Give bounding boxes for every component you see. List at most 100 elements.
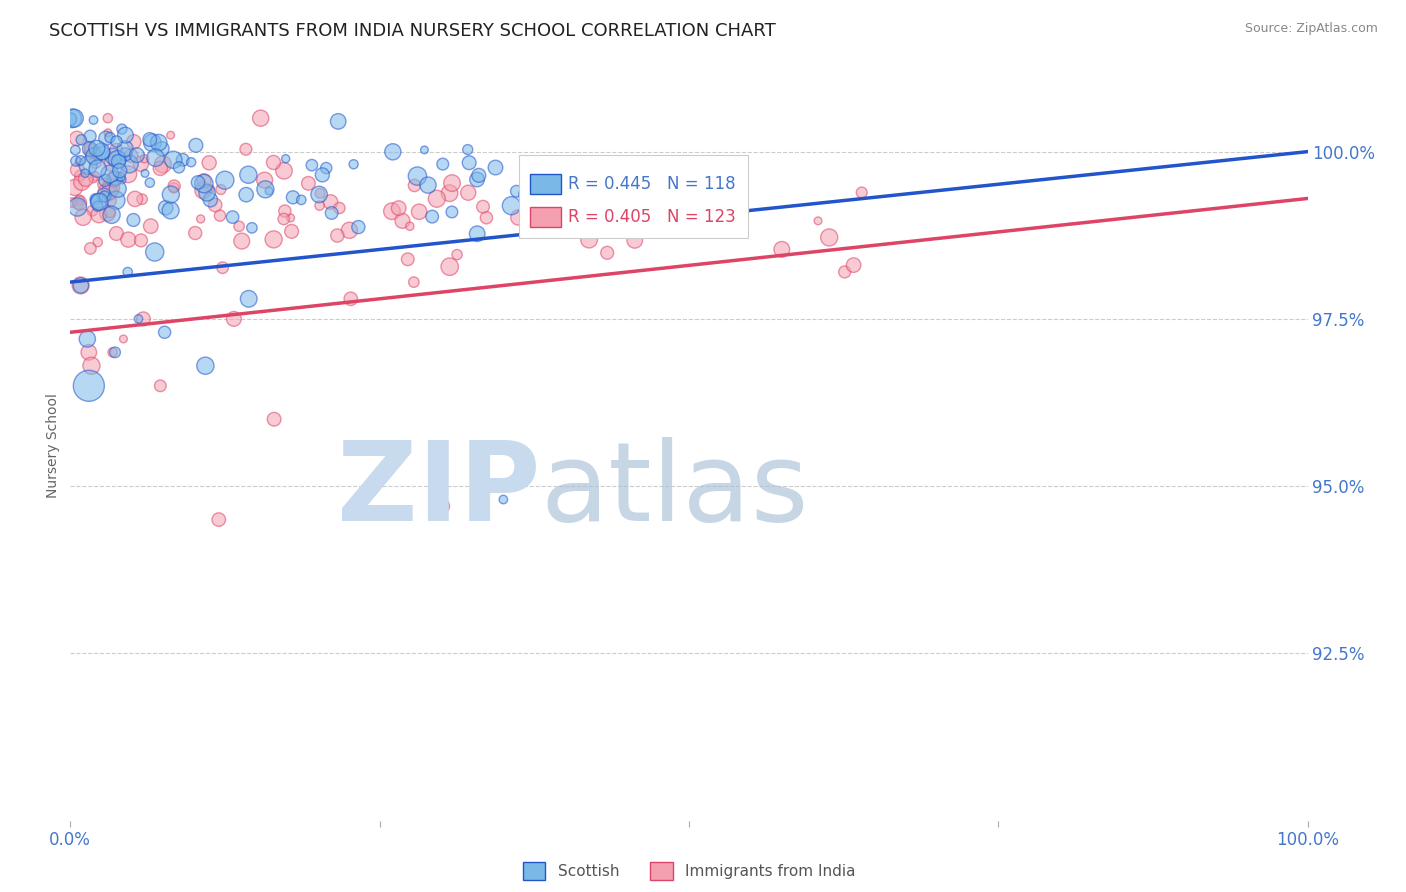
Point [112, 332, 135, 346]
Point [807, 214, 830, 228]
Point [301, 158, 323, 172]
Point [273, 163, 295, 178]
Point [93, 188, 115, 202]
Point [588, 160, 610, 174]
Point [63, 111, 86, 125]
Point [326, 228, 349, 243]
Point [98, 185, 121, 199]
Point [475, 211, 498, 225]
Point [842, 258, 865, 272]
Point [465, 227, 488, 241]
Point [273, 212, 295, 227]
Point [578, 233, 600, 247]
Point [347, 220, 370, 235]
Point [76, 332, 98, 346]
Point [89, 194, 111, 209]
Point [114, 147, 136, 161]
Point [124, 192, 146, 206]
Point [309, 186, 332, 201]
Point [94, 131, 117, 145]
Point [458, 155, 481, 169]
Point [508, 211, 530, 225]
Point [707, 202, 730, 216]
Point [381, 145, 404, 159]
Point [457, 186, 479, 200]
Point [596, 245, 619, 260]
Point [446, 247, 468, 261]
Point [139, 219, 162, 234]
Point [198, 156, 221, 170]
Point [328, 114, 350, 128]
Point [100, 208, 122, 222]
Point [163, 181, 186, 195]
Point [60, 112, 83, 126]
Legend: Scottish, Immigrants from India: Scottish, Immigrants from India [523, 862, 855, 880]
Point [457, 143, 479, 157]
Point [581, 202, 603, 217]
Point [94, 173, 117, 187]
Point [101, 345, 124, 359]
Point [67, 197, 90, 211]
Point [132, 311, 155, 326]
Point [69, 278, 91, 293]
Point [111, 172, 134, 186]
Point [87, 194, 110, 209]
Point [235, 187, 257, 202]
Point [426, 192, 449, 206]
Point [80, 359, 103, 373]
Point [640, 175, 662, 189]
Point [96, 206, 118, 220]
Point [441, 176, 464, 190]
Point [86, 235, 108, 249]
Point [117, 233, 139, 247]
Point [100, 180, 122, 194]
Point [110, 169, 132, 184]
Point [184, 138, 207, 153]
Point [77, 158, 100, 172]
Point [274, 204, 297, 219]
Point [82, 145, 104, 159]
Point [214, 173, 236, 187]
Point [104, 194, 127, 208]
Point [93, 189, 115, 203]
Point [122, 135, 145, 149]
Point [83, 149, 105, 163]
Text: Source: ZipAtlas.com: Source: ZipAtlas.com [1244, 22, 1378, 36]
Point [515, 211, 537, 226]
Point [527, 198, 550, 212]
Point [439, 260, 461, 274]
Point [82, 171, 104, 186]
Point [606, 160, 628, 174]
Point [644, 170, 666, 185]
Point [167, 161, 190, 175]
Point [420, 210, 443, 224]
Point [98, 167, 121, 181]
Point [155, 201, 177, 215]
Point [149, 161, 172, 176]
Point [193, 183, 215, 197]
Point [195, 186, 218, 200]
Point [193, 177, 215, 191]
Point [84, 169, 107, 184]
Point [388, 201, 411, 215]
Point [105, 135, 128, 149]
Point [221, 210, 243, 224]
Point [657, 190, 679, 204]
Point [297, 177, 319, 191]
Point [152, 157, 174, 171]
Point [72, 211, 94, 225]
Point [253, 173, 276, 187]
Point [145, 151, 167, 165]
Point [104, 345, 127, 359]
Point [605, 193, 627, 207]
Point [200, 181, 222, 195]
Point [97, 111, 120, 125]
Point [172, 153, 194, 167]
Point [339, 223, 361, 237]
Point [118, 157, 141, 171]
Point [131, 192, 153, 206]
Point [404, 178, 426, 193]
Point [319, 194, 342, 209]
Point [208, 209, 231, 223]
Point [141, 136, 163, 150]
